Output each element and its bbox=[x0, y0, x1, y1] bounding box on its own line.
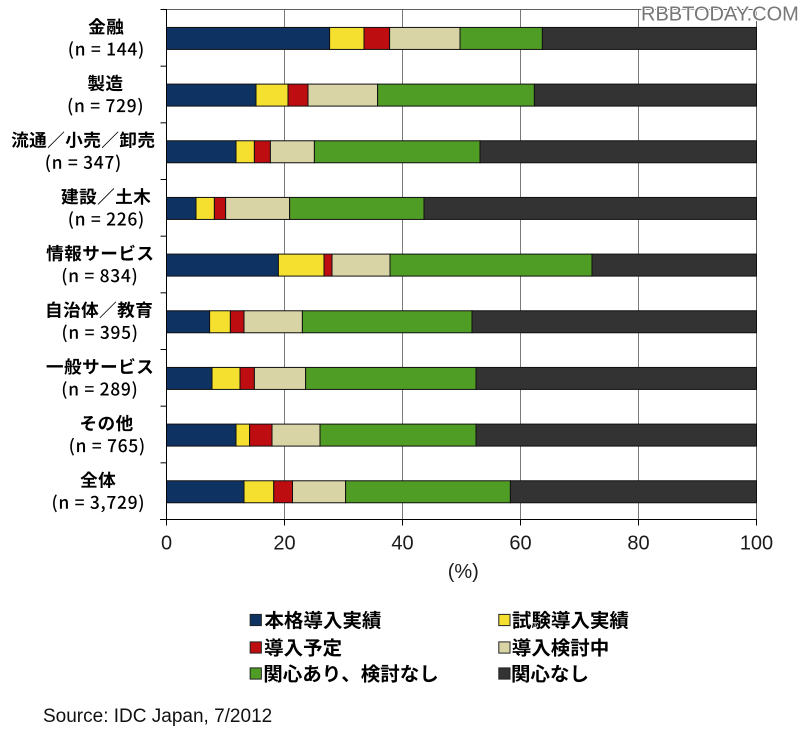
svg-text:Source: IDC Japan, 7/2012: Source: IDC Japan, 7/2012 bbox=[43, 706, 272, 727]
svg-text:0: 0 bbox=[161, 533, 172, 555]
svg-text:RBBTODAY.COM: RBBTODAY.COM bbox=[641, 4, 799, 26]
svg-text:100: 100 bbox=[740, 533, 773, 555]
svg-text:(%): (%) bbox=[448, 561, 479, 583]
svg-text:20: 20 bbox=[273, 533, 295, 555]
svg-text:40: 40 bbox=[391, 533, 413, 555]
svg-text:80: 80 bbox=[627, 533, 649, 555]
svg-text:60: 60 bbox=[509, 533, 531, 555]
